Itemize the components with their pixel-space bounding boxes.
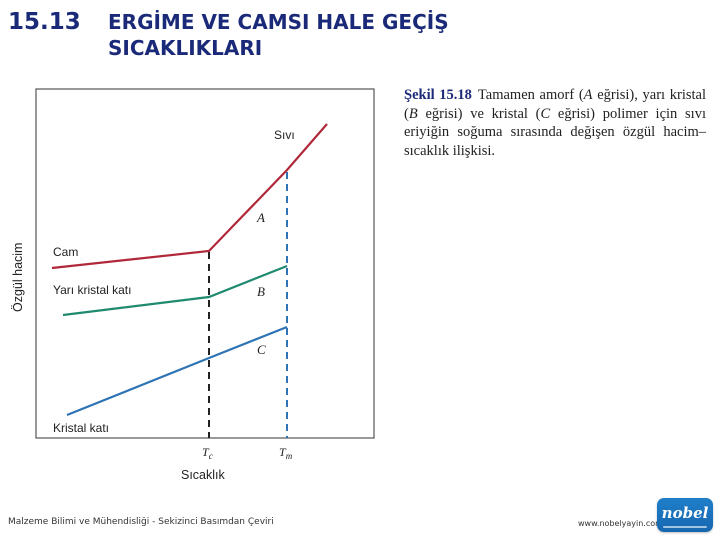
- tick-tg: Tc: [202, 445, 213, 461]
- label-curve-b: B: [257, 284, 265, 299]
- curve-b: [62, 264, 288, 317]
- section-title: ERGİME VE CAMSI HALE GEÇİŞ SICAKLIKLARI: [108, 10, 449, 60]
- footer-book-title: Malzeme Bilimi ve Mühendisliği - Sekizin…: [8, 517, 274, 527]
- figure-label: Şekil 15.18: [404, 87, 472, 103]
- tick-tm: Tm: [279, 445, 293, 461]
- curve-a: [51, 123, 328, 270]
- label-curve-c: C: [257, 342, 266, 357]
- figure-caption: Şekil 15.18 Tamamen amorf (A eğrisi), yar…: [404, 87, 706, 159]
- label-liquid: Sıvı: [274, 128, 295, 142]
- curve-c: [66, 325, 288, 417]
- section-number: 15.13: [8, 9, 81, 35]
- nobel-logo: nobel: [657, 498, 713, 532]
- x-axis-title: Sıcaklık: [181, 468, 226, 482]
- label-semicrystalline: Yarı kristal katı: [53, 283, 131, 297]
- plot-frame: [35, 88, 375, 439]
- label-crystalline: Kristal katı: [53, 421, 109, 435]
- footer-url[interactable]: www.nobelyayin.com: [578, 519, 663, 528]
- y-axis-title: Özgül hacim: [11, 243, 25, 312]
- label-curve-a: A: [256, 210, 265, 225]
- label-glass: Cam: [53, 245, 78, 259]
